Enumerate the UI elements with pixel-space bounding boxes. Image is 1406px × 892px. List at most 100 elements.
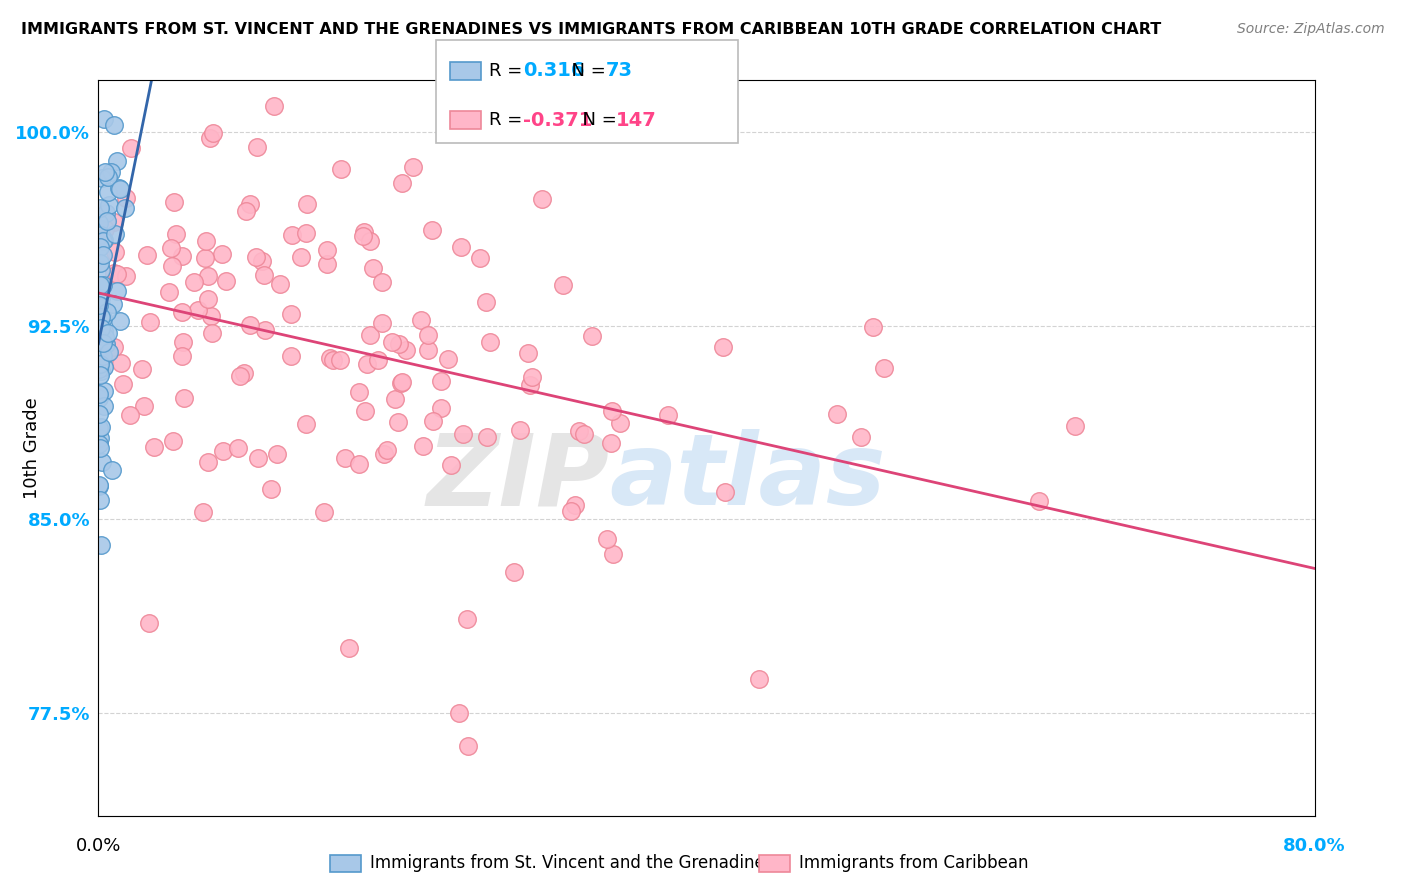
- Point: [657, 408, 679, 422]
- Point: [387, 337, 409, 351]
- Point: [825, 407, 848, 421]
- Point: [89, 333, 111, 347]
- Point: [162, 434, 184, 449]
- Point: [89, 363, 111, 377]
- Point: [197, 455, 219, 469]
- Point: [361, 261, 384, 276]
- Point: [135, 247, 157, 261]
- Point: [468, 252, 491, 266]
- Point: [173, 392, 195, 406]
- Point: [263, 99, 285, 113]
- Point: [89, 301, 111, 315]
- Point: [131, 361, 153, 376]
- Point: [457, 739, 479, 754]
- Text: 147: 147: [616, 111, 657, 129]
- Point: [520, 369, 543, 384]
- Point: [453, 427, 475, 442]
- Point: [418, 343, 440, 358]
- Point: [509, 423, 531, 437]
- Point: [416, 327, 439, 342]
- Point: [409, 313, 432, 327]
- Point: [412, 439, 434, 453]
- Point: [89, 351, 111, 365]
- Point: [541, 115, 564, 129]
- Point: [560, 504, 582, 518]
- Point: [873, 361, 896, 376]
- Point: [89, 387, 111, 401]
- Point: [100, 164, 122, 178]
- Point: [89, 216, 111, 230]
- Point: [96, 206, 118, 220]
- Point: [269, 277, 291, 292]
- Point: [194, 234, 217, 248]
- Point: [314, 505, 336, 519]
- Point: [110, 356, 132, 370]
- Point: [381, 335, 404, 350]
- Point: [367, 353, 389, 368]
- Text: 80.0%: 80.0%: [1284, 837, 1346, 855]
- Point: [108, 181, 131, 195]
- Point: [356, 357, 378, 371]
- Point: [260, 482, 283, 496]
- Point: [316, 257, 339, 271]
- Point: [352, 228, 374, 243]
- Point: [108, 182, 131, 196]
- Point: [290, 250, 312, 264]
- Text: 0.316: 0.316: [523, 62, 585, 80]
- Point: [253, 268, 276, 283]
- Point: [183, 275, 205, 289]
- Point: [226, 441, 249, 455]
- Point: [118, 408, 141, 422]
- Point: [602, 547, 624, 561]
- Point: [90, 228, 112, 243]
- Text: 73: 73: [606, 62, 633, 80]
- Point: [163, 195, 186, 210]
- Point: [94, 330, 117, 344]
- Point: [475, 295, 498, 310]
- Point: [90, 310, 112, 324]
- Point: [89, 408, 111, 422]
- Point: [89, 299, 111, 313]
- Point: [246, 140, 269, 154]
- Point: [93, 400, 115, 414]
- Point: [247, 450, 270, 465]
- Point: [245, 250, 267, 264]
- Point: [104, 227, 127, 241]
- Point: [90, 299, 112, 313]
- Point: [89, 352, 111, 367]
- Point: [97, 170, 120, 185]
- Point: [517, 346, 540, 360]
- Point: [89, 291, 111, 305]
- Point: [114, 201, 136, 215]
- Point: [748, 672, 770, 686]
- Point: [384, 392, 406, 406]
- Point: [371, 317, 394, 331]
- Point: [232, 366, 254, 380]
- Point: [211, 247, 233, 261]
- Point: [91, 278, 114, 293]
- Point: [239, 197, 262, 211]
- Text: 0.0%: 0.0%: [76, 837, 121, 855]
- Point: [503, 565, 526, 579]
- Point: [89, 436, 111, 450]
- Point: [94, 164, 117, 178]
- Point: [475, 430, 498, 444]
- Point: [609, 417, 631, 431]
- Point: [89, 357, 111, 371]
- Point: [347, 384, 370, 399]
- Text: IMMIGRANTS FROM ST. VINCENT AND THE GRENADINES VS IMMIGRANTS FROM CARIBBEAN 10TH: IMMIGRANTS FROM ST. VINCENT AND THE GREN…: [21, 22, 1161, 37]
- Point: [447, 706, 470, 720]
- Point: [266, 447, 288, 461]
- Point: [89, 357, 111, 371]
- Point: [714, 484, 737, 499]
- Point: [91, 248, 114, 262]
- Point: [420, 223, 443, 237]
- Point: [849, 430, 872, 444]
- Point: [160, 259, 183, 273]
- Point: [89, 478, 111, 492]
- Point: [254, 323, 277, 337]
- Point: [862, 320, 884, 334]
- Text: Immigrants from Caribbean: Immigrants from Caribbean: [799, 855, 1028, 872]
- Point: [91, 300, 114, 314]
- Point: [280, 306, 302, 320]
